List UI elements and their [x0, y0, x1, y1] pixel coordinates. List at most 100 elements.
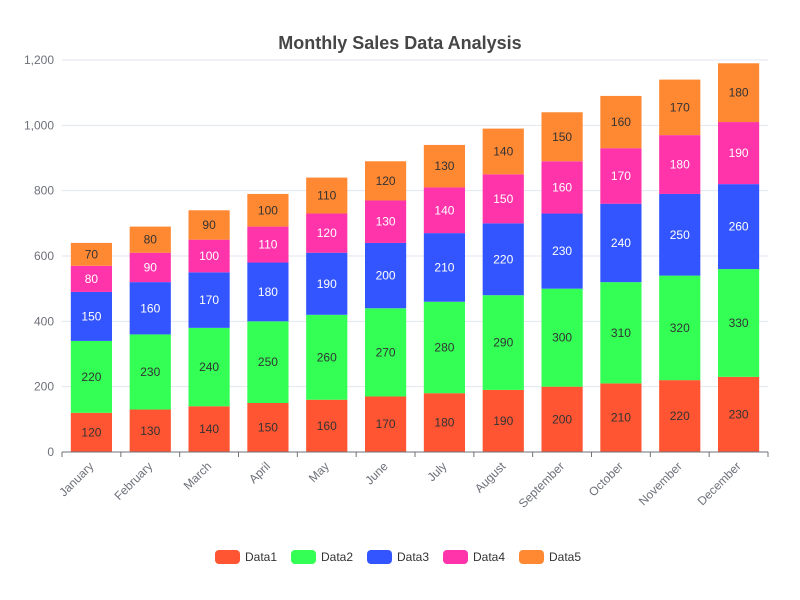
data-label: 90	[144, 260, 158, 274]
bar-segment[interactable]	[129, 226, 171, 253]
bar-segment[interactable]	[364, 242, 407, 309]
legend-item[interactable]: Data2	[291, 550, 353, 564]
data-label: 290	[493, 336, 513, 350]
x-tick-label: August	[472, 459, 509, 496]
bar-segment[interactable]	[306, 399, 348, 452]
bar-segment[interactable]	[364, 161, 407, 201]
bar-segment[interactable]	[70, 242, 113, 266]
legend-item[interactable]: Data3	[367, 550, 429, 564]
bar-segment[interactable]	[364, 308, 407, 397]
legend-swatch	[367, 550, 392, 564]
legend-item[interactable]: Data5	[519, 550, 581, 564]
bar-segment[interactable]	[717, 122, 760, 185]
bar-segment[interactable]	[541, 213, 583, 289]
data-label: 180	[434, 416, 454, 430]
legend: Data1 Data2 Data3 Data4 Data5	[215, 550, 581, 564]
bar-segment[interactable]	[659, 380, 701, 452]
bar-segment[interactable]	[364, 200, 407, 243]
bar-segment[interactable]	[717, 269, 760, 377]
bar-segment[interactable]	[659, 135, 701, 194]
bar-segment[interactable]	[659, 275, 701, 381]
gridlines	[62, 59, 768, 388]
data-label: 190	[317, 277, 337, 291]
bar-segment[interactable]	[70, 291, 113, 341]
bar-segment[interactable]	[600, 95, 642, 149]
bar-segment[interactable]	[659, 193, 701, 276]
bar-segment[interactable]	[129, 409, 171, 452]
bar-segment[interactable]	[306, 252, 348, 315]
bar-segment[interactable]	[247, 262, 289, 322]
bar-segment[interactable]	[364, 396, 407, 452]
bar-segment[interactable]	[482, 295, 524, 390]
x-axis: January February March April May June July Augu…	[56, 451, 769, 511]
data-label: 150	[493, 192, 513, 206]
legend-label: Data1	[245, 550, 277, 564]
data-label: 110	[258, 238, 277, 252]
legend-item[interactable]: Data1	[215, 550, 277, 564]
data-label: 320	[670, 321, 690, 335]
y-tick-label: 1,200	[24, 53, 54, 67]
bar-segment[interactable]	[717, 184, 760, 270]
bar-segment[interactable]	[423, 301, 466, 394]
bar-segment[interactable]	[600, 383, 642, 452]
bar-segment[interactable]	[423, 187, 466, 234]
bar-segment[interactable]	[600, 282, 642, 384]
data-label: 150	[81, 309, 101, 323]
data-label: 230	[729, 407, 749, 421]
bar-segment[interactable]	[129, 252, 171, 283]
bar-segment[interactable]	[423, 393, 466, 452]
bar-segment[interactable]	[482, 128, 524, 175]
data-label: 200	[552, 412, 572, 426]
y-tick-label: 600	[34, 249, 54, 263]
bar-segment[interactable]	[188, 327, 230, 407]
bar-segment[interactable]	[600, 148, 642, 204]
bar-segment[interactable]	[482, 174, 524, 224]
bar-segment[interactable]	[188, 272, 230, 328]
data-label: 240	[199, 360, 219, 374]
data-label: 90	[202, 218, 216, 232]
bar-segment[interactable]	[717, 63, 760, 123]
bar-segment[interactable]	[541, 161, 583, 214]
legend-item[interactable]: Data4	[443, 550, 505, 564]
bar-segment[interactable]	[423, 233, 466, 302]
bar-segment[interactable]	[188, 239, 230, 273]
bar-segment[interactable]	[129, 334, 171, 410]
bar-segment[interactable]	[70, 265, 113, 292]
bar-segment[interactable]	[247, 193, 289, 227]
x-tick-label: February	[111, 459, 155, 503]
data-label: 120	[376, 174, 396, 188]
data-label: 310	[611, 326, 631, 340]
bar-segment[interactable]	[717, 376, 760, 452]
bar-segment[interactable]	[70, 340, 113, 413]
bar-segment[interactable]	[306, 213, 348, 253]
bar-segment[interactable]	[541, 288, 583, 387]
bar-segment[interactable]	[482, 223, 524, 296]
bar-segment[interactable]	[247, 403, 289, 452]
bar-segment[interactable]	[659, 79, 701, 136]
data-label: 190	[493, 414, 513, 428]
bar-segment[interactable]	[188, 210, 230, 240]
x-tick-label: November	[636, 459, 685, 508]
bar-segment[interactable]	[423, 144, 466, 188]
data-label: 140	[434, 203, 454, 217]
data-label: 150	[258, 421, 278, 435]
bar-segment[interactable]	[188, 406, 230, 452]
bar-segment[interactable]	[482, 389, 524, 452]
bar-segment[interactable]	[306, 314, 348, 400]
bar-segment[interactable]	[541, 112, 583, 162]
data-label: 180	[729, 86, 749, 100]
bar-segment[interactable]	[70, 412, 113, 452]
y-tick-label: 1,000	[24, 118, 54, 132]
bar-segment[interactable]	[306, 177, 348, 214]
bar-segment[interactable]	[541, 386, 583, 452]
data-label: 250	[670, 228, 690, 242]
bar-segment[interactable]	[600, 203, 642, 283]
y-tick-label: 200	[34, 380, 54, 394]
bar-segment[interactable]	[129, 282, 171, 335]
bar-segment[interactable]	[247, 226, 289, 263]
y-tick-label: 400	[34, 314, 54, 328]
bar-segment[interactable]	[247, 321, 289, 403]
data-label: 300	[552, 331, 572, 345]
